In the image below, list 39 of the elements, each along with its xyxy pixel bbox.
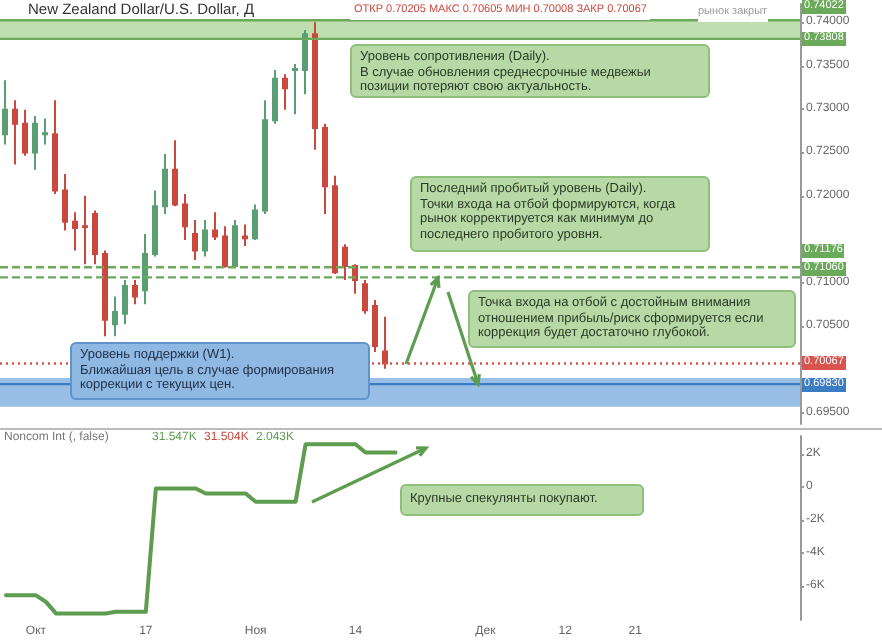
- candlestick: [62, 173, 68, 232]
- candlestick: [262, 99, 268, 215]
- candlestick: [282, 73, 288, 111]
- candlestick: [342, 243, 348, 281]
- candlestick: [362, 278, 368, 315]
- line-series: [3, 442, 398, 616]
- candlestick: [382, 315, 388, 370]
- candlestick: [212, 211, 218, 242]
- candlestick: [222, 225, 228, 269]
- candlestick: [102, 249, 108, 338]
- candlestick: [272, 68, 278, 125]
- candlestick: [332, 174, 338, 275]
- candlestick: [242, 223, 248, 248]
- candlestick: [92, 209, 98, 266]
- candlestick: [372, 298, 378, 353]
- candlestick: [132, 278, 138, 306]
- candlestick: [82, 194, 88, 266]
- candlestick: [2, 79, 8, 146]
- candlestick: [112, 295, 118, 338]
- candlestick: [172, 139, 178, 208]
- candlestick: [312, 21, 318, 151]
- candlestick: [302, 29, 308, 96]
- candlestick: [322, 122, 328, 215]
- candlestick: [52, 99, 58, 196]
- candlestick: [152, 189, 158, 258]
- candlestick: [232, 219, 238, 269]
- candlestick: [72, 211, 78, 252]
- candlestick: [32, 114, 38, 171]
- candlestick: [42, 117, 48, 146]
- candlestick: [182, 193, 188, 242]
- candlestick: [12, 99, 18, 166]
- candlestick: [162, 153, 168, 215]
- candlestick: [252, 203, 258, 242]
- candlestick: [22, 108, 28, 157]
- candlestick: [142, 232, 148, 306]
- candlestick: [122, 278, 128, 326]
- candlestick: [192, 219, 198, 261]
- candlestick: [202, 219, 208, 258]
- candlestick: [292, 62, 298, 116]
